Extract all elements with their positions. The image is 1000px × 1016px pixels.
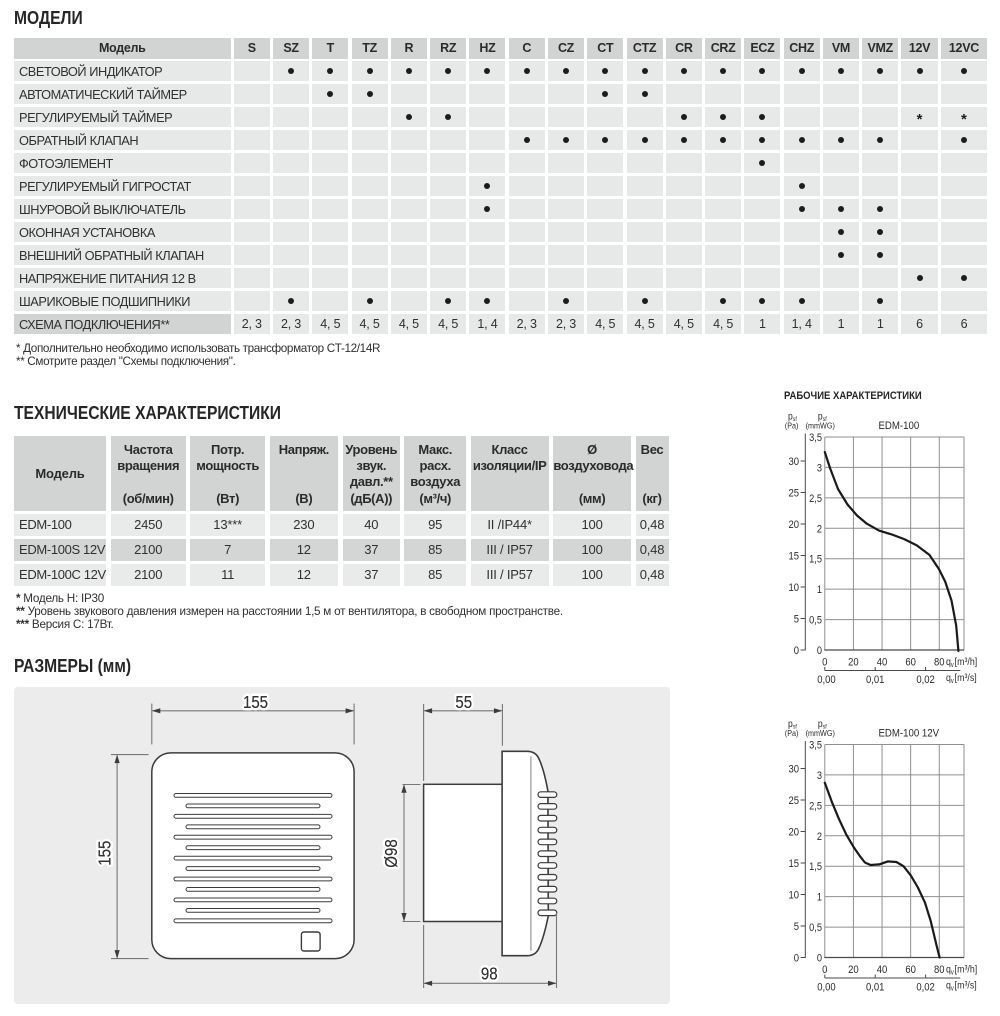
svg-text:(Pa): (Pa) (785, 729, 799, 739)
svg-text:60: 60 (905, 964, 916, 976)
svg-text:0: 0 (817, 953, 822, 965)
svg-text:0: 0 (817, 645, 822, 657)
svg-text:2,5: 2,5 (809, 493, 822, 505)
svg-text:qv[m³/h]: qv[m³/h] (946, 657, 977, 670)
svg-text:psf: psf (788, 410, 797, 424)
svg-text:(Pa): (Pa) (785, 421, 799, 431)
svg-text:5: 5 (794, 614, 799, 626)
svg-text:3: 3 (817, 770, 822, 782)
svg-text:psf: psf (788, 717, 797, 731)
svg-text:0,01: 0,01 (866, 674, 885, 686)
svg-text:55: 55 (455, 693, 472, 712)
svg-text:(mmWG): (mmWG) (806, 421, 836, 431)
svg-text:98: 98 (481, 964, 498, 983)
svg-text:10: 10 (788, 583, 799, 595)
svg-text:psf: psf (818, 717, 827, 731)
svg-text:EDM-100 12V: EDM-100 12V (878, 727, 939, 740)
svg-text:5: 5 (794, 922, 799, 934)
svg-text:40: 40 (877, 657, 888, 669)
svg-text:15: 15 (788, 551, 799, 563)
svg-text:1: 1 (817, 892, 822, 904)
svg-text:Ø98: Ø98 (382, 839, 401, 867)
svg-text:qv[m³/h]: qv[m³/h] (946, 964, 977, 977)
svg-text:155: 155 (96, 841, 115, 866)
svg-text:EDM-100: EDM-100 (878, 419, 919, 432)
svg-text:3,5: 3,5 (809, 740, 822, 752)
svg-text:2: 2 (817, 831, 822, 843)
svg-text:0,00: 0,00 (817, 674, 836, 686)
svg-text:20: 20 (788, 520, 799, 532)
svg-text:20: 20 (848, 964, 859, 976)
svg-text:40: 40 (877, 964, 888, 976)
svg-text:0: 0 (794, 953, 799, 965)
svg-text:98: 98 (481, 964, 498, 983)
svg-text:25: 25 (788, 796, 799, 808)
svg-text:0: 0 (794, 646, 799, 658)
svg-text:qv[m³/s]: qv[m³/s] (946, 980, 977, 993)
svg-text:2,5: 2,5 (809, 801, 822, 813)
svg-text:55: 55 (455, 693, 472, 712)
svg-text:15: 15 (788, 859, 799, 871)
svg-text:1: 1 (817, 584, 822, 596)
svg-text:0,01: 0,01 (866, 982, 885, 994)
svg-text:10: 10 (788, 890, 799, 902)
svg-text:25: 25 (788, 488, 799, 500)
svg-text:1,5: 1,5 (809, 862, 822, 874)
svg-text:Ø98: Ø98 (382, 839, 401, 867)
svg-text:155: 155 (243, 693, 268, 712)
svg-text:155: 155 (243, 693, 268, 712)
svg-text:80: 80 (934, 964, 945, 976)
svg-text:2: 2 (817, 524, 822, 536)
svg-text:3,5: 3,5 (809, 432, 822, 444)
svg-text:30: 30 (788, 457, 799, 469)
svg-text:0,5: 0,5 (809, 922, 822, 934)
svg-text:20: 20 (788, 827, 799, 839)
svg-text:qv[m³/s]: qv[m³/s] (946, 672, 977, 685)
svg-text:(mmWG): (mmWG) (806, 729, 836, 739)
svg-text:0,02: 0,02 (916, 674, 935, 686)
svg-text:0,5: 0,5 (809, 615, 822, 627)
svg-text:60: 60 (905, 657, 916, 669)
svg-text:0,00: 0,00 (817, 982, 836, 994)
svg-text:1,5: 1,5 (809, 554, 822, 566)
svg-text:0,02: 0,02 (916, 982, 935, 994)
svg-text:30: 30 (788, 764, 799, 776)
svg-text:155: 155 (96, 841, 115, 866)
svg-text:psf: psf (818, 410, 827, 424)
svg-text:3: 3 (817, 463, 822, 475)
svg-text:80: 80 (934, 657, 945, 669)
svg-text:0: 0 (822, 657, 827, 669)
svg-text:0: 0 (822, 964, 827, 976)
svg-text:20: 20 (848, 657, 859, 669)
